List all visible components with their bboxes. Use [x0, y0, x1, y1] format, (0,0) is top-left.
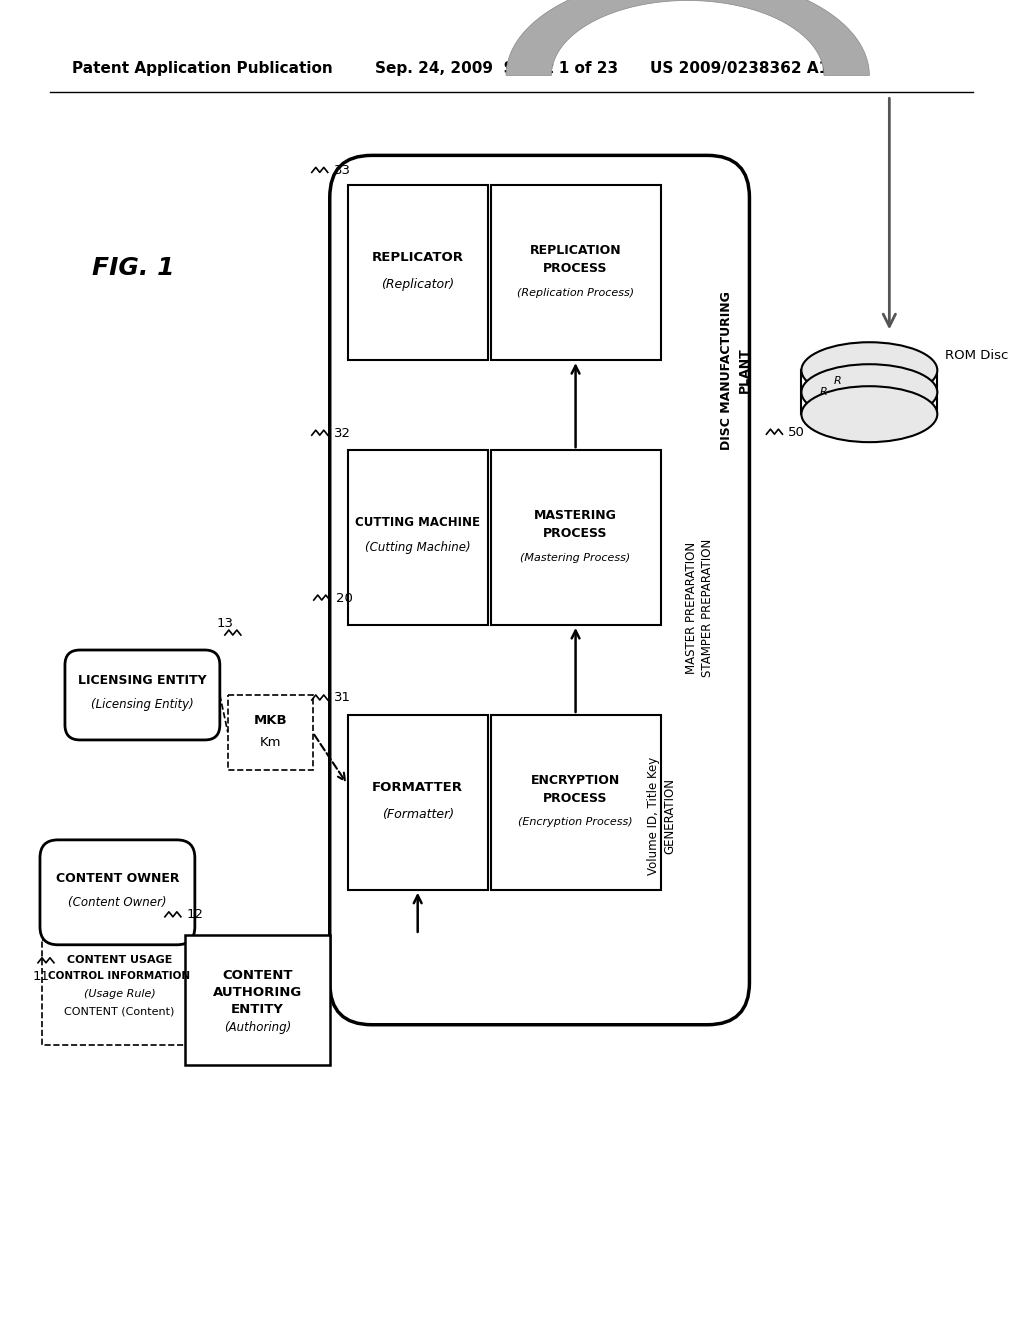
Bar: [42, 940, 197, 1044]
Bar: [227, 694, 312, 770]
Text: MKB: MKB: [254, 714, 287, 727]
Text: R: R: [834, 376, 842, 387]
Text: CONTENT USAGE: CONTENT USAGE: [67, 954, 172, 965]
Text: (Replication Process): (Replication Process): [517, 288, 634, 298]
Text: R: R: [819, 387, 827, 397]
Text: PROCESS: PROCESS: [544, 527, 608, 540]
Text: MASTER PREPARATION
STAMPER PREPARATION: MASTER PREPARATION STAMPER PREPARATION: [685, 539, 714, 677]
Bar: [490, 185, 660, 360]
Ellipse shape: [802, 387, 937, 442]
Text: 20: 20: [336, 591, 352, 605]
Bar: [348, 715, 487, 890]
PathPatch shape: [506, 0, 869, 75]
Text: CONTENT: CONTENT: [222, 969, 293, 982]
Bar: [348, 185, 487, 360]
Text: 32: 32: [334, 426, 351, 440]
Text: 50: 50: [788, 425, 805, 438]
Text: Sep. 24, 2009  Sheet 1 of 23: Sep. 24, 2009 Sheet 1 of 23: [375, 61, 617, 77]
Ellipse shape: [802, 342, 937, 399]
Text: US 2009/0238362 A1: US 2009/0238362 A1: [649, 61, 828, 77]
Text: (Usage Rule): (Usage Rule): [84, 989, 156, 999]
Text: FORMATTER: FORMATTER: [372, 781, 463, 793]
Bar: [490, 450, 660, 626]
Text: MASTERING: MASTERING: [535, 510, 617, 523]
Text: 13: 13: [217, 616, 233, 630]
Text: 33: 33: [334, 164, 351, 177]
Text: (Mastering Process): (Mastering Process): [520, 553, 631, 562]
Text: 12: 12: [186, 908, 204, 921]
Text: (Replicator): (Replicator): [381, 279, 455, 292]
Text: (Licensing Entity): (Licensing Entity): [91, 698, 194, 711]
Text: (Formatter): (Formatter): [382, 808, 454, 821]
Text: CONTENT (Content): CONTENT (Content): [65, 1007, 175, 1016]
Text: (Encryption Process): (Encryption Process): [518, 817, 633, 828]
Text: CONTROL INFORMATION: CONTROL INFORMATION: [48, 970, 190, 981]
Text: 11: 11: [33, 970, 50, 983]
Text: DISC MANUFACTURING
PLANT: DISC MANUFACTURING PLANT: [721, 290, 751, 450]
Bar: [348, 450, 487, 626]
Text: LICENSING ENTITY: LICENSING ENTITY: [78, 675, 207, 688]
Text: CONTENT OWNER: CONTENT OWNER: [55, 871, 179, 884]
Bar: [490, 715, 660, 890]
Text: (Cutting Machine): (Cutting Machine): [365, 541, 470, 554]
FancyBboxPatch shape: [65, 649, 220, 741]
Text: Km: Km: [259, 737, 281, 748]
Text: FIG. 1: FIG. 1: [92, 256, 174, 280]
Text: REPLICATOR: REPLICATOR: [372, 251, 464, 264]
FancyBboxPatch shape: [40, 840, 195, 945]
Text: AUTHORING: AUTHORING: [213, 986, 302, 999]
Ellipse shape: [802, 364, 937, 420]
Text: 31: 31: [334, 692, 351, 705]
Text: Volume ID, Title Key
GENERATION: Volume ID, Title Key GENERATION: [647, 756, 676, 875]
Text: REPLICATION: REPLICATION: [529, 244, 622, 257]
Text: ROM Disc: ROM Disc: [945, 348, 1009, 362]
Bar: [185, 935, 330, 1065]
Text: ENCRYPTION: ENCRYPTION: [531, 774, 621, 787]
Text: ENTITY: ENTITY: [230, 1003, 284, 1016]
Text: Patent Application Publication: Patent Application Publication: [72, 61, 333, 77]
FancyBboxPatch shape: [330, 156, 750, 1024]
Text: (Content Owner): (Content Owner): [69, 896, 167, 909]
Text: CUTTING MACHINE: CUTTING MACHINE: [355, 516, 480, 529]
Text: PROCESS: PROCESS: [544, 792, 608, 805]
Text: (Authoring): (Authoring): [223, 1022, 291, 1035]
Text: PROCESS: PROCESS: [544, 263, 608, 276]
